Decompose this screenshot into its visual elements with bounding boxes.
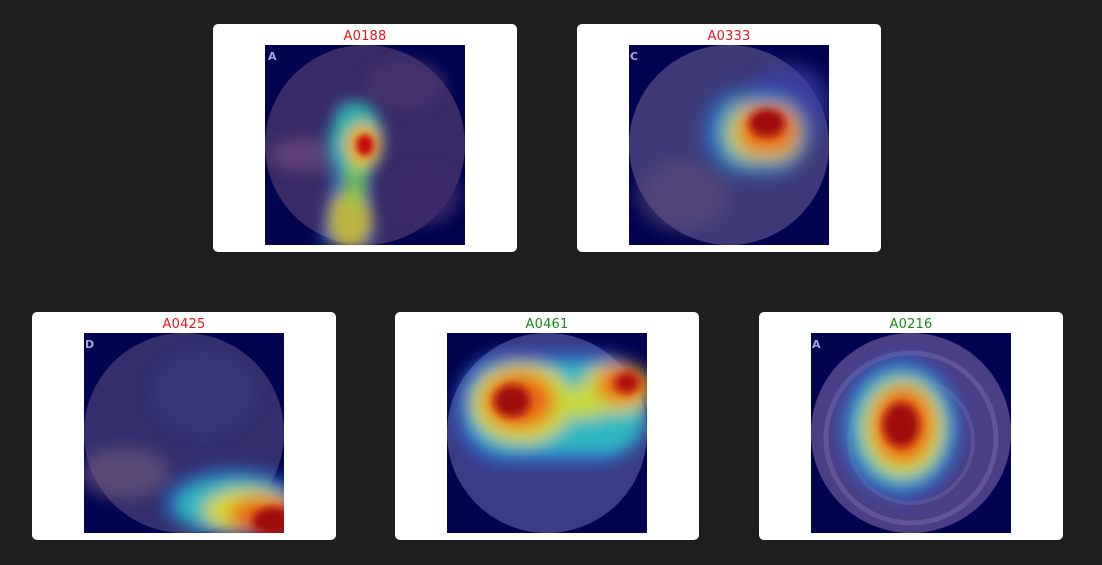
- corner-letter: D: [85, 338, 94, 351]
- heatmap-card-a0461[interactable]: A0461: [395, 312, 699, 540]
- corner-letter: A: [812, 338, 821, 351]
- card-title: A0188: [343, 29, 387, 44]
- heatmap-card-a0333[interactable]: A0333 C: [577, 24, 881, 252]
- heatmap-card-a0216[interactable]: A0216 A: [759, 312, 1063, 540]
- heatmap-card-a0425[interactable]: A0425 D: [32, 312, 336, 540]
- heatmap-card-a0188[interactable]: A0188 A: [213, 24, 517, 252]
- card-title: A0216: [889, 317, 933, 332]
- corner-letter: A: [268, 50, 277, 63]
- card-title: A0425: [162, 317, 206, 332]
- corner-letter: C: [630, 50, 638, 63]
- heatmap-image: A: [811, 333, 1011, 533]
- heatmap-image: A: [265, 45, 465, 245]
- card-title: A0461: [525, 317, 569, 332]
- heatmap-image: C: [629, 45, 829, 245]
- heatmap-image: [447, 333, 647, 533]
- heatmap-image: D: [84, 333, 284, 533]
- card-title: A0333: [707, 29, 751, 44]
